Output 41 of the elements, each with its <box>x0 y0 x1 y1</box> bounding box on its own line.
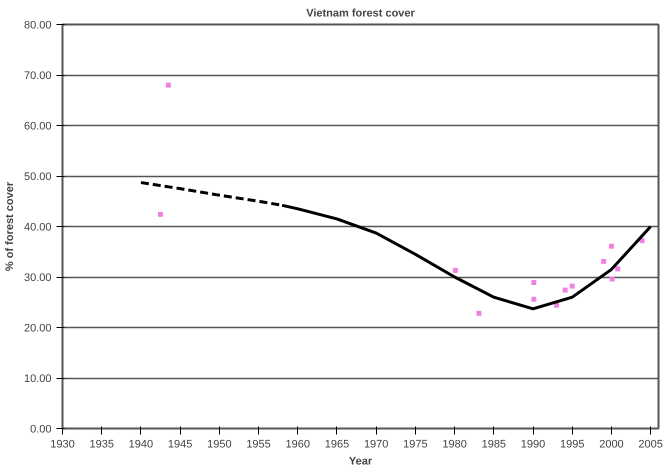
point <box>476 310 482 316</box>
chart-title: Vietnam forest cover <box>306 8 416 20</box>
x-tick-label: 1940 <box>128 438 154 450</box>
point <box>615 266 620 272</box>
x-tick-label: 1930 <box>50 438 75 450</box>
point <box>608 244 614 249</box>
point <box>562 288 568 293</box>
point <box>531 296 536 302</box>
y-tick-label: 80.00 <box>24 20 52 32</box>
y-tick-label: 50.00 <box>24 171 52 183</box>
y-tick-label: 20.00 <box>24 322 52 334</box>
x-axis-title: Year <box>348 456 373 468</box>
x-tick-label: 1950 <box>207 438 232 450</box>
point <box>601 258 606 264</box>
x-tick-label: 1980 <box>442 438 467 450</box>
point <box>452 268 458 273</box>
y-tick-label: 0.00 <box>30 424 52 436</box>
point <box>166 82 171 88</box>
x-tick-label: 1960 <box>286 438 310 450</box>
y-axis-title: % of forest cover <box>4 181 16 272</box>
y-tick-label: 10.00 <box>24 373 52 385</box>
point <box>158 212 164 217</box>
x-tick-label: 1965 <box>324 438 350 450</box>
x-tick-label: 1985 <box>482 438 506 450</box>
x-tick-label: 1945 <box>168 438 192 450</box>
x-tick-label: 1955 <box>246 438 271 450</box>
y-tick-label: 30.00 <box>24 272 52 284</box>
point <box>610 276 615 282</box>
x-tick-label: 1970 <box>364 438 388 450</box>
x-tick-label: 1995 <box>560 438 584 450</box>
y-tick-label: 60.00 <box>24 120 52 132</box>
y-tick-label: 40.00 <box>24 222 52 234</box>
x-tick-label: 2000 <box>599 438 624 450</box>
x-tick-label: 2005 <box>638 438 663 450</box>
point <box>531 280 536 286</box>
point <box>554 302 560 308</box>
x-tick-label: 1975 <box>403 438 428 450</box>
y-tick-label: 70.00 <box>24 70 52 82</box>
point <box>570 284 575 289</box>
x-tick-label: 1990 <box>520 438 546 450</box>
x-tick-label: 1935 <box>89 438 114 450</box>
